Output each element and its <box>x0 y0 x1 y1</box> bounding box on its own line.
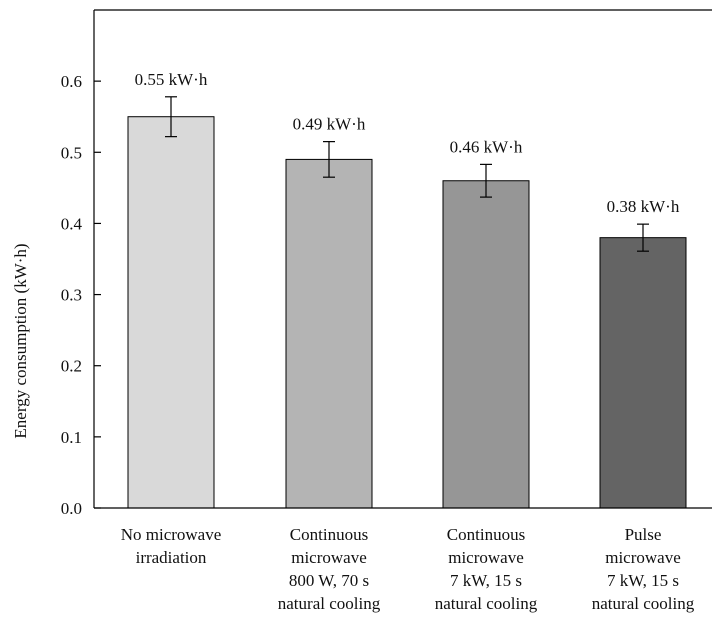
bars-group <box>127 116 687 509</box>
y-tick-label: 0.5 <box>61 143 82 162</box>
y-tick-label: 0.0 <box>61 499 82 518</box>
category-label: Continuous microwave 7 kW, 15 s natural coo… <box>435 525 538 613</box>
bar <box>285 158 373 509</box>
data-label: 0.38 kW·h <box>607 197 680 216</box>
error-bars-group <box>165 96 649 252</box>
y-tick-label: 0.2 <box>61 357 82 376</box>
y-tick-labels-group: 0.0 0.1 0.2 0.3 0.4 0.5 0.6 <box>61 72 83 518</box>
category-label: No microwave irradiation <box>121 525 222 567</box>
axes-group <box>93 9 712 509</box>
bar <box>442 180 530 509</box>
y-axis-title: Energy consumption (kW·h) <box>11 243 30 438</box>
bar <box>127 116 215 509</box>
data-label: 0.46 kW·h <box>450 137 523 156</box>
bar <box>599 237 687 509</box>
y-tick-label: 0.3 <box>61 286 82 305</box>
data-label: 0.55 kW·h <box>135 70 208 89</box>
data-label: 0.49 kW·h <box>293 115 366 134</box>
y-tick-label: 0.6 <box>61 72 82 91</box>
category-labels-group: No microwave irradiation Continuous microwa… <box>121 525 695 613</box>
y-tick-label: 0.1 <box>61 428 82 447</box>
category-label: Continuous microwave 800 W, 70 s natural co… <box>278 525 381 613</box>
y-tick-label: 0.4 <box>61 214 83 233</box>
category-label: Pulse microwave 7 kW, 15 s natural cooling <box>592 525 695 613</box>
data-labels-group: 0.55 kW·h 0.49 kW·h 0.46 kW·h 0.38 kW·h <box>135 70 680 216</box>
